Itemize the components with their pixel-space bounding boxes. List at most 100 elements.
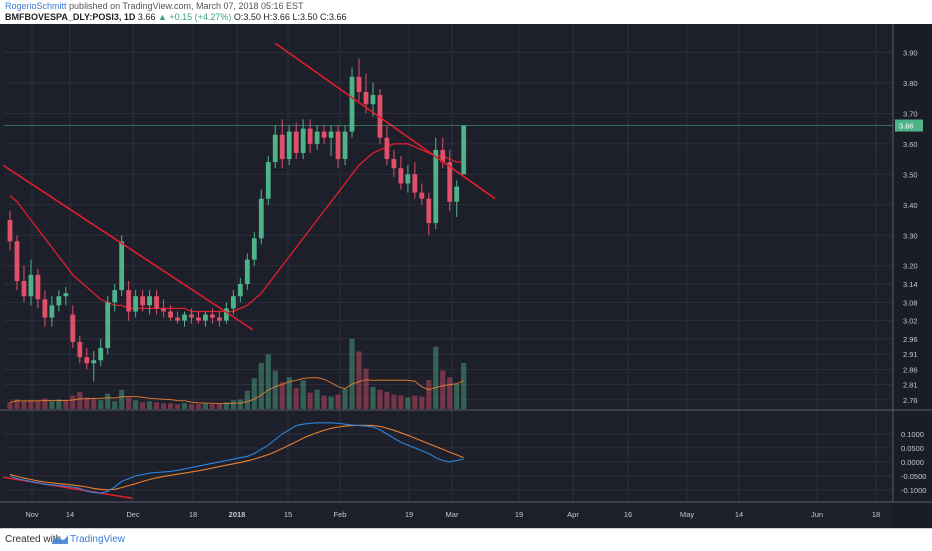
candle-body	[258, 198, 264, 239]
macd-tick-label: 0.0000	[901, 458, 924, 467]
x-tick-label: 18	[872, 510, 880, 519]
candle-body	[42, 299, 48, 318]
volume-bar	[77, 391, 83, 409]
candle-body	[161, 308, 166, 312]
candle-body	[84, 357, 90, 364]
volume-bar	[265, 354, 271, 409]
price-tick-label: 3.02	[903, 317, 918, 326]
volume-bar	[237, 399, 243, 409]
volume-bar	[84, 397, 90, 409]
volume-ma-line	[9, 377, 464, 405]
candle-body	[307, 128, 313, 144]
candle-body	[454, 186, 460, 202]
volume-bar	[356, 351, 362, 409]
candle-body	[168, 311, 173, 318]
macd-tick-label: -0.0500	[901, 472, 926, 481]
volume-bar	[160, 403, 167, 409]
ohlc-values: O:3.50 H:3.66 L:3.50 C:3.66	[233, 12, 347, 22]
symbol-name[interactable]: BMFBOVESPA_DLY:POSI3, 1D	[5, 12, 136, 22]
publish-text: published on TradingView.com, March 07, …	[69, 1, 304, 11]
volume-bar	[195, 404, 202, 409]
x-tick-label: 14	[735, 510, 743, 519]
price-tick-label: 3.80	[903, 79, 918, 88]
macd-tick-label: 0.1000	[901, 430, 924, 439]
candle-body	[196, 317, 201, 321]
price-tick-label: 2.91	[903, 350, 918, 359]
volume-bar	[335, 394, 341, 409]
candle-body	[412, 174, 418, 193]
volume-bar	[188, 404, 195, 409]
candle-body	[91, 360, 97, 364]
price-change: ▲ +0.15 (+4.27%)	[157, 12, 232, 22]
volume-bar	[377, 389, 383, 409]
volume-bar	[105, 393, 111, 409]
price-tick-label: 3.20	[903, 262, 918, 271]
volume-bar	[70, 395, 76, 409]
candle-body	[349, 76, 355, 132]
volume-bar	[251, 378, 257, 409]
candle-body	[314, 131, 320, 144]
volume-bar	[349, 338, 355, 409]
candle-body	[182, 314, 187, 321]
candle-body	[49, 305, 55, 318]
volume-bar	[447, 377, 453, 409]
symbol-info: BMFBOVESPA_DLY:POSI3, 1D 3.66 ▲ +0.15 (+…	[5, 12, 346, 22]
candle-body	[321, 131, 327, 138]
volume-bar	[133, 400, 139, 409]
candle-body	[384, 137, 390, 160]
price-tick-label: 3.40	[903, 201, 918, 210]
candle-body	[342, 131, 348, 160]
candle-body	[244, 259, 250, 285]
candle-body	[112, 290, 118, 303]
candle-body	[14, 241, 20, 281]
price-tick-label: 3.70	[903, 109, 918, 118]
candle-body	[7, 220, 13, 242]
last-price-label: 3.66	[899, 122, 914, 131]
candle-body	[154, 296, 159, 309]
last-price-badge	[895, 119, 923, 132]
candle-body	[447, 162, 453, 202]
candle-body	[175, 317, 180, 321]
x-tick-label: May	[680, 510, 694, 519]
chart-header: RogerioSchmitt published on TradingView.…	[0, 0, 932, 24]
candle-body	[189, 314, 194, 318]
price-tick-label: 3.14	[903, 280, 918, 289]
volume-bar	[112, 401, 118, 409]
candle-body	[63, 293, 69, 297]
x-tick-label: 15	[284, 510, 292, 519]
price-tick-label: 2.96	[903, 335, 918, 344]
last-price: 3.66	[137, 12, 156, 22]
candle-body	[300, 128, 306, 153]
x-tick-label: Dec	[126, 510, 140, 519]
volume-bar	[398, 395, 404, 409]
volume-bar	[91, 398, 97, 409]
volume-bar	[314, 389, 320, 409]
macd-signal-line	[9, 424, 464, 491]
candle-body	[461, 125, 467, 175]
trendline	[274, 42, 496, 200]
tradingview-brand[interactable]: TradingView	[70, 534, 126, 545]
volume-bar	[363, 368, 369, 409]
candle-body	[286, 131, 292, 160]
volume-bar	[223, 402, 229, 409]
price-tick-label: 2.81	[903, 381, 918, 390]
candle-body	[398, 168, 404, 184]
candle-body	[70, 314, 76, 342]
volume-bar	[209, 404, 216, 409]
x-tick-label: 19	[515, 510, 523, 519]
candle-body	[147, 296, 152, 306]
candle-body	[419, 192, 425, 199]
candle-body	[237, 284, 243, 297]
x-tick-label: Feb	[334, 510, 347, 519]
author-link[interactable]: RogerioSchmitt	[5, 1, 67, 11]
x-tick-label: 14	[66, 510, 74, 519]
volume-bar	[286, 377, 292, 409]
candle-body	[265, 162, 271, 199]
volume-bar	[426, 380, 432, 409]
price-tick-label: 3.90	[903, 48, 918, 57]
chart-area[interactable]: 3.90 3.80 3.70 3.60 3.50 3.40 3.30 3.20 3.14 3.08…	[0, 24, 932, 528]
x-tick-label: Apr	[567, 510, 579, 519]
candle-body	[272, 134, 278, 163]
candle-body	[356, 76, 362, 93]
trendline	[2, 164, 254, 331]
